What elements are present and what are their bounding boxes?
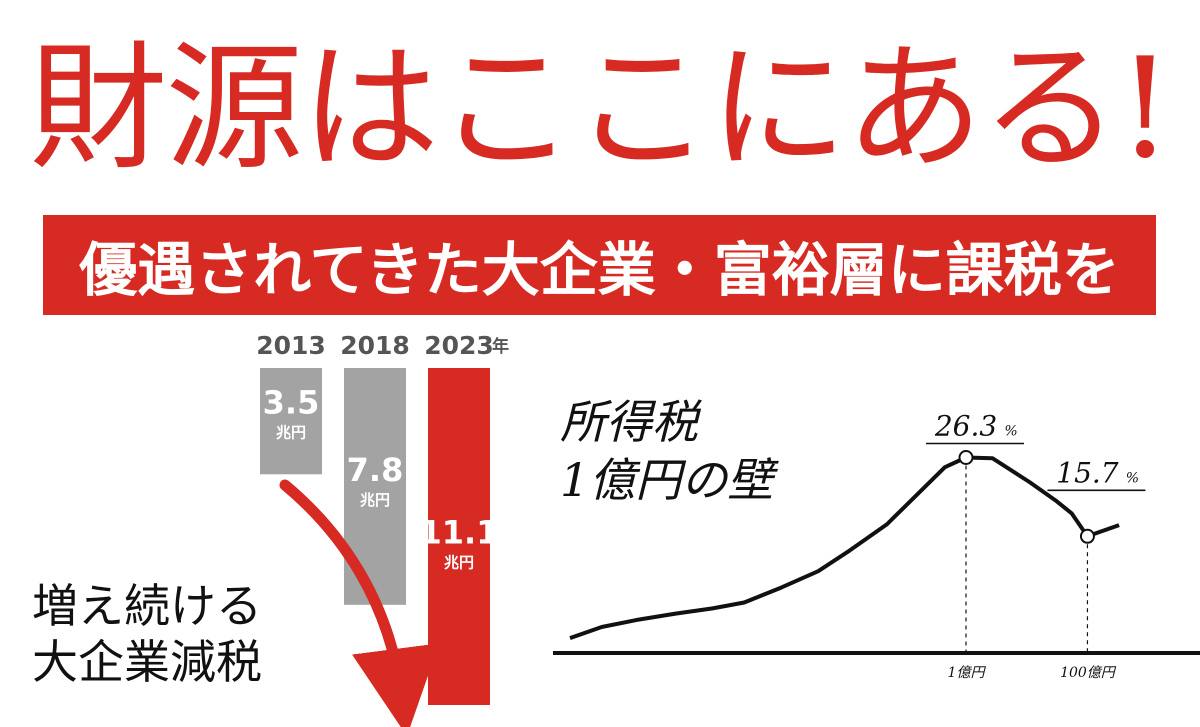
value-unit-2023: 兆円 [444,553,474,571]
banner: 優遇されてきた大企業・富裕層に課税を [43,215,1156,315]
headline: 財源はここにある! [29,28,1172,189]
income-tax-line-chart: 26.3 % 15.7 % 1億円 100億円 [553,410,1200,681]
x-tick-0: 1億円 [948,665,987,681]
year-unit: 年 [492,336,509,357]
x-tick-1: 100億円 [1060,665,1117,681]
bar-chart-caption: 増え続ける 大企業減税 [32,578,332,690]
value-label-2023: 11.1 [420,513,499,551]
highlight-label-1: 15.7 [1056,456,1119,489]
tax-rate-line [569,455,1120,640]
highlight-unit-0: % [1004,424,1017,440]
highlight-unit-1: % [1126,470,1139,486]
value-label-2018: 7.8 [347,451,404,489]
line-chart-title-1: 所得税 [560,395,698,449]
line-chart-title-2: 1億円の壁 [560,453,774,507]
trend-arrow [279,479,440,727]
value-label-2013: 3.5 [263,383,320,421]
value-unit-2013: 兆円 [276,423,306,441]
year-label-2023: 2023 [424,331,494,360]
line-chart-title: 所得税 1億円の壁 [560,393,840,509]
highlight-point-0 [958,450,974,466]
tax-cut-bar-chart: 2013 3.5 兆円 2018 7.8 兆円 2023 11.1 兆円 年 [256,331,509,727]
caption-line-2: 大企業減税 [32,635,262,689]
highlight-point-1 [1079,528,1095,544]
highlight-label-0: 26.3 [934,410,997,443]
banner-text: 優遇されてきた大企業・富裕層に課税を [79,236,1120,304]
value-unit-2018: 兆円 [360,491,390,509]
year-label-2018: 2018 [340,331,410,360]
bar-2013 [260,368,322,475]
year-label-2013: 2013 [256,331,326,360]
caption-line-1: 増え続ける [32,579,262,633]
